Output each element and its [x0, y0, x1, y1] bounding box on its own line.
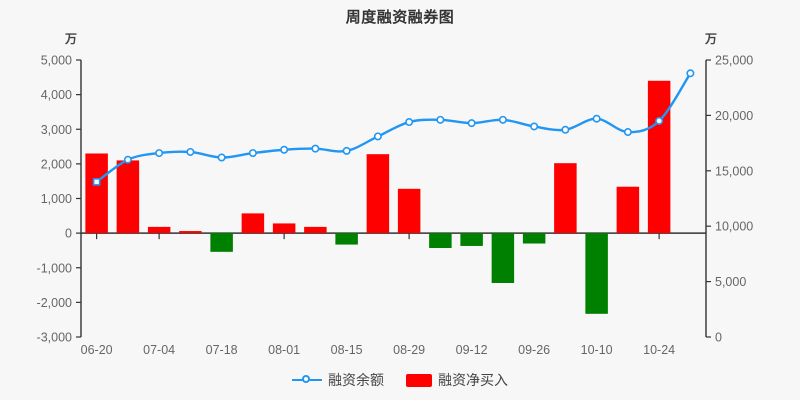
x-tick-label: 10-10 — [581, 343, 613, 357]
line-point-06-20[interactable] — [92, 178, 101, 186]
bar-10-10[interactable] — [585, 233, 608, 314]
bar-07-11[interactable] — [179, 231, 202, 234]
chart-legend: 融资余额 融资净买入 — [0, 370, 800, 390]
right-tick-label: 25,000 — [715, 54, 753, 68]
left-tick-label: -2,000 — [37, 296, 72, 310]
x-tick-label: 08-01 — [268, 343, 300, 357]
line-point-10-03[interactable] — [561, 125, 570, 134]
bar-09-05[interactable] — [429, 233, 452, 249]
line-point-09-19[interactable] — [498, 115, 507, 124]
x-tick-label: 08-29 — [393, 343, 425, 357]
bar-08-15[interactable] — [335, 233, 358, 245]
bar-10-03[interactable] — [554, 163, 577, 234]
left-tick-label: 5,000 — [41, 54, 72, 68]
x-tick-label: 08-15 — [331, 343, 363, 357]
bar-07-04[interactable] — [147, 226, 171, 234]
right-tick-label: 20,000 — [715, 109, 753, 123]
line-point-10-10[interactable] — [592, 114, 601, 123]
line-point-09-12[interactable] — [467, 119, 476, 128]
bar-swatch-icon — [406, 373, 432, 387]
x-tick-label: 07-18 — [206, 343, 238, 357]
bar-06-27[interactable] — [116, 160, 140, 234]
x-tick-label: 07-04 — [143, 343, 175, 357]
x-tick-label: 09-26 — [518, 343, 550, 357]
x-tick-label: 09-12 — [456, 343, 488, 357]
line-point-06-27[interactable] — [123, 155, 132, 164]
left-tick-label: 3,000 — [41, 123, 72, 137]
legend-item-bar[interactable]: 融资净买入 — [406, 370, 508, 390]
bar-07-18[interactable] — [210, 233, 233, 252]
bar-09-26[interactable] — [522, 233, 546, 244]
line-point-07-11[interactable] — [186, 147, 195, 156]
line-point-08-22[interactable] — [373, 132, 382, 141]
line-point-07-04[interactable] — [155, 149, 164, 158]
bar-09-19[interactable] — [491, 233, 515, 283]
bar-06-20[interactable] — [85, 153, 108, 234]
line-point-10-17[interactable] — [623, 128, 632, 137]
line-point-09-26[interactable] — [530, 122, 539, 131]
right-tick-label: 15,000 — [715, 164, 753, 178]
line-point-07-25[interactable] — [248, 149, 257, 158]
left-tick-label: 4,000 — [41, 88, 72, 102]
line-point-10-31[interactable] — [686, 69, 695, 78]
legend-label-netbuy: 融资净买入 — [438, 372, 508, 388]
legend-item-line[interactable]: 融资余额 — [292, 370, 384, 390]
left-tick-label: 0 — [65, 227, 72, 241]
chart-title: 周度融资融券图 — [345, 9, 455, 26]
left-tick-label: 2,000 — [41, 157, 72, 171]
line-point-08-29[interactable] — [405, 118, 414, 127]
line-point-10-24[interactable] — [655, 116, 664, 125]
legend-label-balance: 融资余额 — [328, 372, 384, 388]
bar-08-08[interactable] — [304, 226, 327, 234]
left-tick-label: 1,000 — [41, 192, 72, 206]
bar-07-25[interactable] — [241, 213, 265, 234]
right-tick-label: 10,000 — [715, 220, 753, 234]
bar-10-24[interactable] — [647, 80, 671, 234]
line-point-08-01[interactable] — [280, 145, 289, 154]
balance-line — [95, 72, 692, 184]
left-tick-label: -1,000 — [37, 261, 72, 275]
line-circle-icon — [292, 374, 322, 386]
line-point-08-08[interactable] — [311, 144, 320, 153]
left-axis-unit-label: 万 — [65, 32, 78, 46]
right-tick-label: 5,000 — [715, 275, 746, 289]
right-axis-unit-label: 万 — [705, 32, 718, 46]
bar-10-17[interactable] — [616, 186, 640, 234]
line-point-08-15[interactable] — [342, 146, 351, 155]
line-point-09-05[interactable] — [436, 115, 445, 124]
bar-08-22[interactable] — [366, 154, 390, 234]
x-tick-label: 06-20 — [81, 343, 113, 357]
line-point-07-18[interactable] — [217, 153, 226, 162]
left-tick-label: -3,000 — [37, 331, 72, 345]
x-tick-label: 10-24 — [643, 343, 675, 357]
bar-08-01[interactable] — [272, 223, 296, 234]
bar-08-29[interactable] — [397, 188, 421, 234]
right-tick-label: 0 — [715, 331, 722, 345]
bar-09-12[interactable] — [460, 233, 483, 246]
